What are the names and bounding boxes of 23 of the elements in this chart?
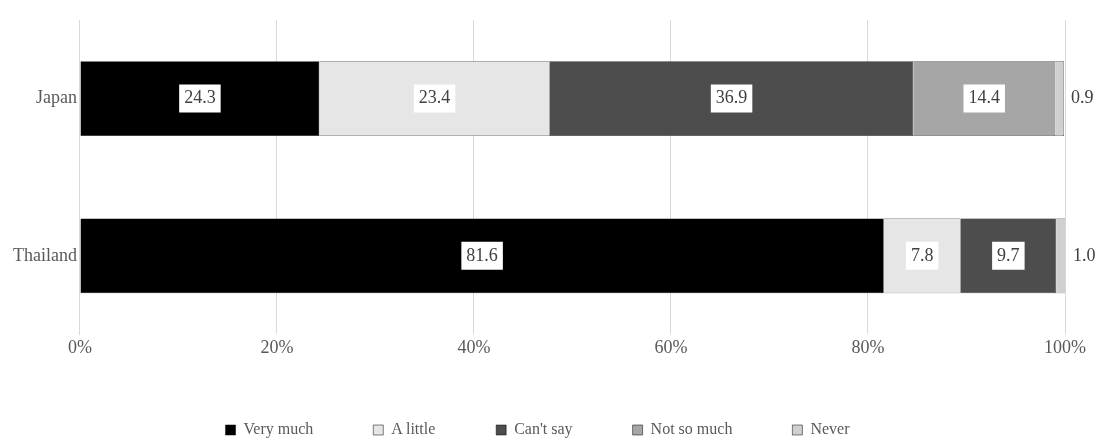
legend-label: Not so much bbox=[650, 420, 733, 438]
x-tick-label: 80% bbox=[851, 336, 885, 357]
y-tick-label: Thailand bbox=[12, 244, 77, 265]
legend-label: Can't say bbox=[514, 420, 573, 439]
data-label: 14.4 bbox=[968, 87, 1000, 108]
legend-label: Very much bbox=[243, 420, 314, 439]
x-tick-label: 0% bbox=[67, 336, 92, 357]
data-label: 24.3 bbox=[184, 87, 216, 108]
x-tick-label: 40% bbox=[457, 336, 491, 357]
x-tick-label: 100% bbox=[1044, 336, 1086, 357]
legend-label: Never bbox=[810, 420, 851, 438]
legend-label: A little bbox=[391, 420, 436, 438]
data-label: 23.4 bbox=[418, 87, 451, 108]
bar bbox=[80, 218, 884, 294]
data-label: 1.0 bbox=[1072, 244, 1096, 265]
y-tick-label: Japan bbox=[35, 87, 77, 108]
data-label: 9.7 bbox=[997, 244, 1020, 265]
data-label: 81.6 bbox=[466, 244, 498, 265]
x-tick-label: 20% bbox=[260, 336, 294, 357]
data-label: 36.9 bbox=[715, 87, 748, 108]
x-tick-label: 60% bbox=[654, 336, 688, 357]
data-label: 7.8 bbox=[910, 244, 934, 265]
data-label: 0.9 bbox=[1071, 87, 1094, 108]
